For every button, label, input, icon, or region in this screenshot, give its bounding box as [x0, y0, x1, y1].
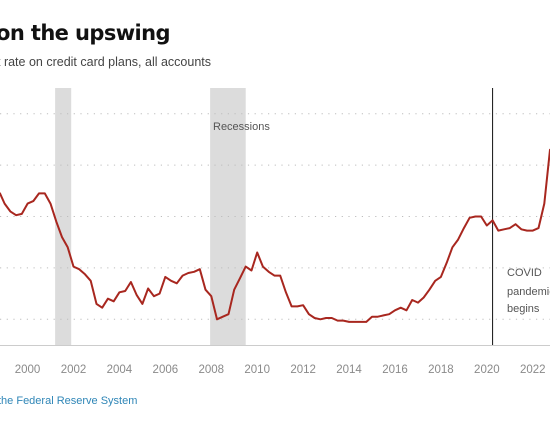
x-tick-label: 2020 — [474, 364, 500, 376]
x-tick-label: 2008 — [198, 364, 224, 376]
x-tick-label: 2006 — [153, 364, 179, 376]
x-tick-label: 2004 — [107, 364, 133, 376]
x-tick-label: 2010 — [244, 364, 270, 376]
covid-annotation-line-1: COVID — [507, 267, 542, 279]
chart-subtitle: t rate on credit card plans, all account… — [0, 55, 212, 69]
x-tick-label: 2022 — [520, 364, 546, 376]
x-tick-label: 2000 — [15, 364, 41, 376]
source-note: the Federal Reserve System — [0, 395, 138, 407]
recession-band-1 — [55, 88, 72, 345]
chart-title: on the upswing — [0, 21, 171, 45]
covid-annotation-line-3: begins — [507, 303, 540, 315]
x-tick-label: 2012 — [290, 364, 316, 376]
x-tick-label: 2002 — [61, 364, 87, 376]
x-tick-label: 2014 — [336, 364, 362, 376]
rate-series-line — [0, 148, 550, 323]
x-tick-label: 2018 — [428, 364, 454, 376]
covid-annotation-line-2: pandemic — [507, 286, 550, 298]
recessions-label: Recessions — [213, 121, 270, 133]
x-tick-label: 2016 — [382, 364, 408, 376]
